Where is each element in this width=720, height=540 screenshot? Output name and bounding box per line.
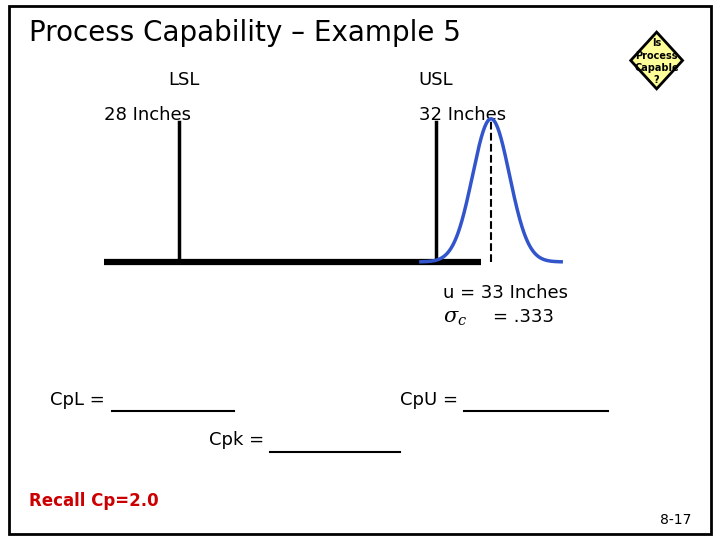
Text: LSL: LSL (168, 71, 199, 89)
Text: u = 33 Inches: u = 33 Inches (443, 284, 568, 301)
Text: CpU =: CpU = (400, 390, 464, 409)
Text: CpL =: CpL = (50, 390, 111, 409)
Text: 28 Inches: 28 Inches (104, 106, 192, 124)
Text: Cpk =: Cpk = (209, 431, 270, 449)
Text: USL: USL (418, 71, 453, 89)
Text: Capable: Capable (634, 63, 679, 73)
Text: 8-17: 8-17 (660, 512, 691, 526)
Text: Process: Process (635, 51, 678, 60)
Text: Recall Cp=2.0: Recall Cp=2.0 (29, 492, 158, 510)
Text: Process Capability – Example 5: Process Capability – Example 5 (29, 19, 461, 47)
Text: ?: ? (654, 76, 660, 85)
Polygon shape (631, 32, 683, 89)
Text: $\sigma_c$: $\sigma_c$ (443, 308, 467, 328)
Text: 32 Inches: 32 Inches (419, 106, 506, 124)
Text: Is: Is (652, 38, 661, 48)
Text: = .333: = .333 (493, 308, 554, 326)
